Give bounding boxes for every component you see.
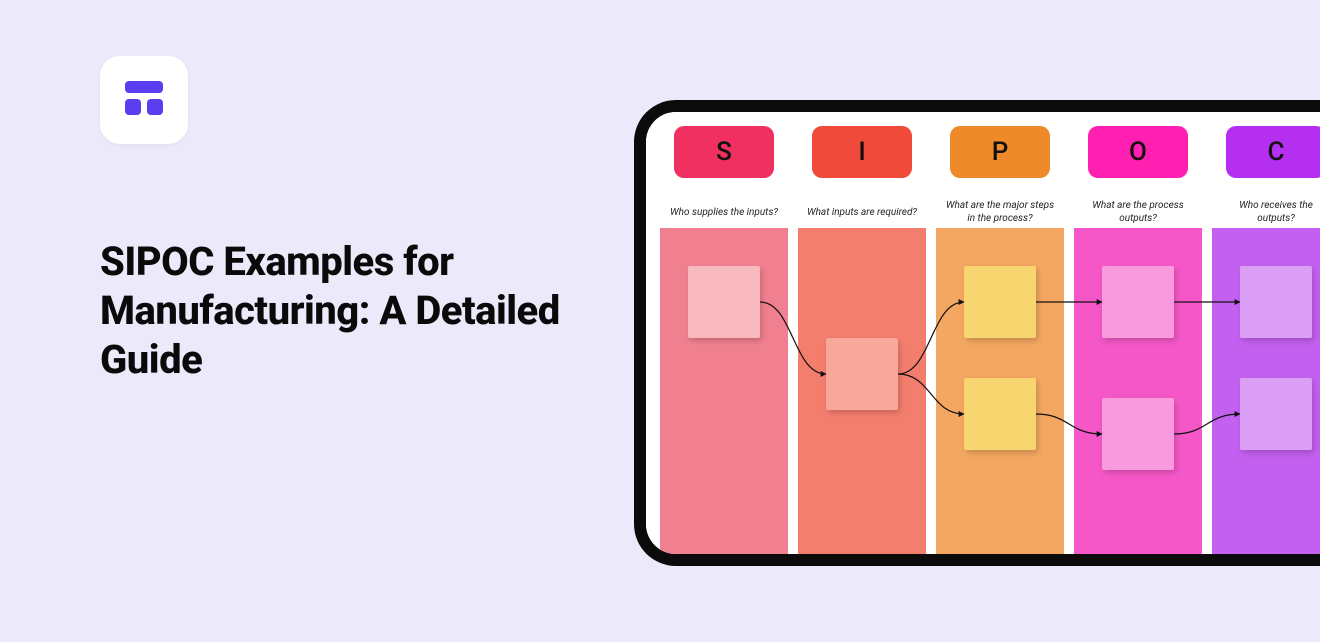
logo-shape-bottom-left (125, 99, 141, 115)
brand-logo-icon (125, 81, 163, 119)
logo-shape-top (125, 81, 163, 93)
sticky-note (1240, 266, 1312, 338)
sipoc-header-o: O (1088, 126, 1188, 178)
sipoc-header-i: I (812, 126, 912, 178)
sipoc-column-i: I What inputs are required? (798, 112, 926, 566)
brand-logo-card (100, 56, 188, 144)
sipoc-question-i: What inputs are required? (798, 192, 926, 232)
page-title: SIPOC Examples for Manufacturing: A Deta… (100, 238, 560, 384)
sipoc-question-p: What are the major steps in the process? (936, 192, 1064, 232)
sipoc-column-s: S Who supplies the inputs? (660, 112, 788, 566)
sticky-note (826, 338, 898, 410)
sipoc-column-o: O What are the process outputs? (1074, 112, 1202, 566)
sipoc-body-p (936, 228, 1064, 566)
sipoc-body-i (798, 228, 926, 566)
sipoc-question-o: What are the process outputs? (1074, 192, 1202, 232)
sipoc-column-p: P What are the major steps in the process… (936, 112, 1064, 566)
sticky-note (964, 378, 1036, 450)
sipoc-diagram: S Who supplies the inputs? I What inputs ar… (646, 112, 1320, 554)
sipoc-header-p: P (950, 126, 1050, 178)
sipoc-column-c: C Who receives the outputs? (1212, 112, 1320, 566)
sticky-note (1240, 378, 1312, 450)
device-frame: S Who supplies the inputs? I What inputs ar… (634, 100, 1320, 566)
sipoc-header-s: S (674, 126, 774, 178)
page-root: SIPOC Examples for Manufacturing: A Deta… (0, 0, 1320, 642)
sipoc-header-c: C (1226, 126, 1320, 178)
sipoc-body-s (660, 228, 788, 566)
sticky-note (964, 266, 1036, 338)
sipoc-question-s: Who supplies the inputs? (660, 192, 788, 232)
sticky-note (1102, 266, 1174, 338)
sticky-note (1102, 398, 1174, 470)
sipoc-body-c (1212, 228, 1320, 566)
sipoc-question-c: Who receives the outputs? (1212, 192, 1320, 232)
sipoc-body-o (1074, 228, 1202, 566)
sticky-note (688, 266, 760, 338)
logo-shape-bottom-right (147, 99, 163, 115)
